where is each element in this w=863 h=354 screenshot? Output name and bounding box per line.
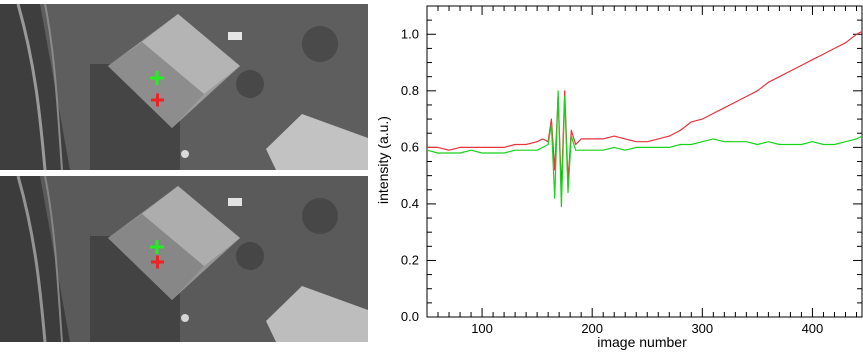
y-tick-label: 1.0 <box>401 26 419 41</box>
y-tick-label: 0.4 <box>401 196 419 211</box>
x-tick-label: 400 <box>802 321 824 336</box>
y-axis-title: intensity (a.u.) <box>375 116 391 204</box>
series-line-green <box>426 90 863 208</box>
y-tick-label: 0.6 <box>401 139 419 154</box>
aerial-photo-bottom <box>0 176 368 342</box>
x-tick-label: 100 <box>471 321 493 336</box>
aerial-image-top <box>0 4 368 170</box>
x-tick-label: 300 <box>691 321 713 336</box>
plot-frame <box>426 5 863 318</box>
x-tick-label: 200 <box>581 321 603 336</box>
aerial-image-bottom <box>0 176 368 342</box>
series-line-red <box>427 30 863 191</box>
aerial-photo-top <box>0 4 368 170</box>
x-axis-title: image number <box>597 334 687 350</box>
plot-area: 100 200 300 400 0.0 0.2 0.4 0.6 0.8 1.0 <box>401 5 863 336</box>
y-tick-label: 0.2 <box>401 252 419 267</box>
y-tick-label: 0.8 <box>401 83 419 98</box>
y-tick-label: 0.0 <box>401 309 419 324</box>
